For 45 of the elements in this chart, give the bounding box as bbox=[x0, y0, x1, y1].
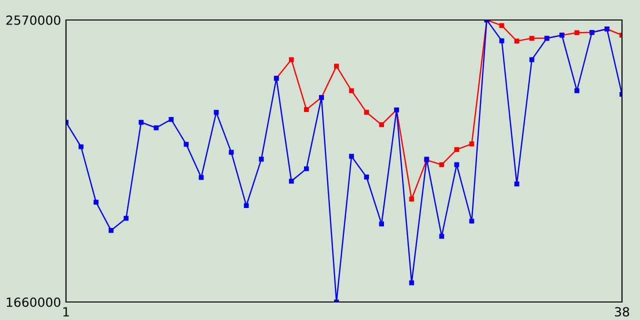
point bbox=[288, 178, 294, 184]
point bbox=[379, 221, 384, 226]
point bbox=[514, 182, 520, 186]
point bbox=[409, 196, 414, 202]
point bbox=[349, 154, 354, 159]
point bbox=[334, 64, 339, 69]
point bbox=[469, 142, 474, 146]
point bbox=[379, 122, 384, 128]
point bbox=[184, 142, 189, 147]
point bbox=[198, 174, 204, 180]
y-tick-label: 2570000 bbox=[6, 15, 60, 25]
point bbox=[124, 216, 129, 221]
point bbox=[454, 162, 460, 168]
point bbox=[94, 200, 98, 205]
point bbox=[469, 218, 474, 224]
x-tick-label: 1 bbox=[63, 307, 69, 316]
point bbox=[108, 228, 114, 233]
point bbox=[168, 117, 174, 122]
point bbox=[499, 23, 504, 28]
point bbox=[304, 166, 309, 172]
point bbox=[499, 38, 504, 44]
x-tick-label: 38 bbox=[615, 307, 630, 317]
point bbox=[214, 110, 219, 115]
point bbox=[138, 120, 144, 125]
point bbox=[574, 30, 580, 36]
point bbox=[529, 57, 534, 62]
point bbox=[78, 144, 84, 150]
point bbox=[574, 88, 580, 94]
point bbox=[514, 38, 520, 44]
point bbox=[364, 174, 369, 180]
point bbox=[288, 57, 294, 62]
point bbox=[244, 203, 249, 208]
point bbox=[364, 110, 369, 115]
line-series bbox=[66, 20, 622, 302]
point bbox=[529, 36, 534, 41]
point bbox=[454, 147, 460, 152]
point bbox=[409, 280, 414, 286]
point bbox=[228, 150, 234, 155]
point bbox=[439, 162, 444, 168]
point bbox=[349, 88, 354, 94]
y-tick-label: 1660000 bbox=[6, 297, 60, 307]
point bbox=[258, 156, 264, 162]
point bbox=[304, 107, 309, 112]
point bbox=[439, 234, 444, 239]
point bbox=[154, 125, 159, 130]
